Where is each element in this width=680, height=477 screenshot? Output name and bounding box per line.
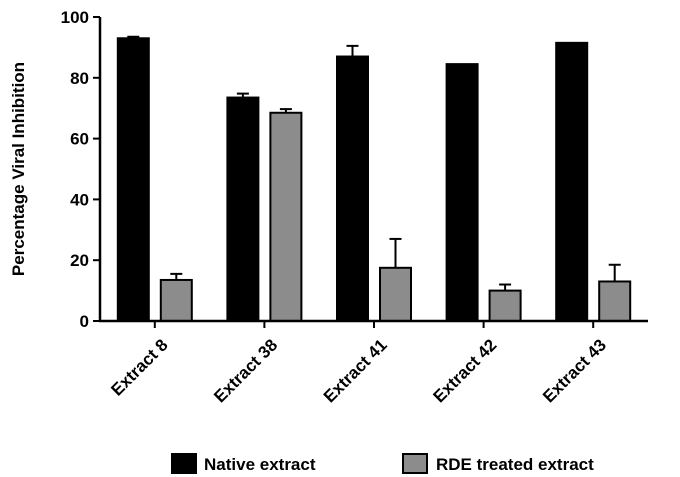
bar-native [555, 41, 589, 323]
bar-native [116, 37, 150, 322]
category-label: Extract 8 [107, 335, 171, 399]
bar-rde [269, 111, 303, 323]
legend: Native extract RDE treated extract [171, 453, 594, 474]
y-tick-label: 40 [70, 190, 89, 209]
axes [98, 17, 648, 328]
category-label: Extract 38 [210, 335, 281, 406]
legend-swatch [402, 453, 428, 474]
bar-native [445, 63, 479, 323]
legend-label: RDE treated extract [436, 455, 594, 474]
category-label: Extract 41 [320, 335, 391, 406]
bar-rde [598, 280, 632, 323]
bar-native [226, 96, 260, 322]
bar-rde [379, 266, 412, 322]
bar-rde [488, 289, 522, 323]
bar-native [336, 55, 369, 323]
y-tick-label: 100 [61, 8, 89, 27]
bar-rde [159, 278, 193, 322]
bars [116, 35, 632, 323]
legend-swatch [171, 453, 197, 474]
legend-label: Native extract [204, 455, 316, 474]
category-labels: Extract 8 Extract 38 Extract 41 Extract 42 E… [107, 335, 610, 406]
y-tick-label: 0 [80, 312, 89, 331]
category-label: Extract 42 [430, 335, 501, 406]
y-tick-label: 80 [70, 69, 89, 88]
y-axis-label: Percentage Viral Inhibition [9, 62, 28, 276]
y-axis-ticks: 0 20 40 60 80 100 [61, 8, 100, 331]
y-tick-label: 60 [70, 130, 89, 149]
y-tick-label: 20 [70, 251, 89, 270]
category-label: Extract 43 [539, 335, 610, 406]
